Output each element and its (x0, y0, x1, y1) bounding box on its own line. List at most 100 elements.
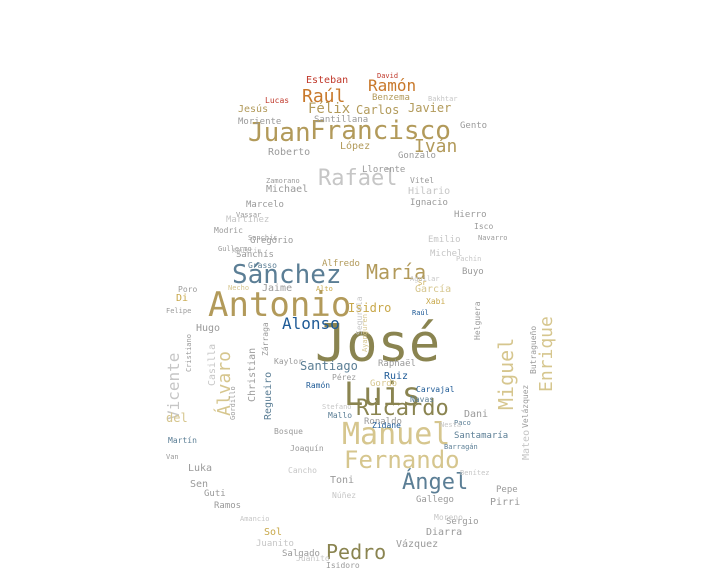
cloud-word: David (377, 72, 399, 80)
cloud-word: Bakhtar (428, 95, 458, 103)
cloud-word: Ricardo (356, 396, 449, 421)
cloud-word: Nesta (440, 421, 462, 429)
cloud-word: Isco (474, 222, 494, 231)
cloud-word: Martínez (226, 215, 270, 225)
cloud-word: Miguel (494, 337, 518, 410)
cloud-word: Alonso (282, 314, 340, 333)
cloud-word: Sanchís (236, 250, 274, 260)
cloud-word: Cristiano (185, 334, 193, 372)
cloud-word: Sol (264, 527, 283, 538)
cloud-word: del (166, 411, 188, 425)
cloud-word: García (415, 284, 452, 295)
cloud-word: Zárraga (261, 322, 270, 356)
cloud-word: Santillana (314, 115, 369, 125)
cloud-word: Juanito (256, 539, 294, 549)
cloud-word: Diarra (426, 527, 463, 538)
cloud-word: Navas (410, 395, 435, 404)
cloud-word: Zamorano (266, 177, 300, 185)
cloud-word: Ronaldo (364, 417, 402, 427)
cloud-word: Pirri (490, 497, 521, 508)
cloud-word: Dani (464, 409, 489, 420)
cloud-word: Benzema (372, 93, 410, 103)
cloud-word: Núñez (332, 491, 357, 500)
cloud-word: Ramos (214, 501, 242, 511)
cloud-word: Luka (188, 463, 213, 474)
cloud-word: Gallego (416, 495, 454, 505)
cloud-word: Vitel (410, 176, 435, 185)
cloud-word: Michel (430, 249, 463, 259)
cloud-word: Martín (168, 436, 197, 445)
cloud-word: Luis (344, 375, 422, 413)
cloud-word: Cancho (288, 466, 317, 475)
cloud-word: Vázquez (396, 539, 439, 550)
cloud-word: Michael (266, 184, 309, 195)
cloud-word: Santiago (300, 359, 358, 373)
cloud-word: Regueiro (263, 371, 274, 420)
cloud-word: Raphaël (378, 359, 416, 369)
cloud-word: Hilario (408, 186, 451, 197)
cloud-word: Moriente (238, 117, 282, 127)
cloud-word: Gullermo (218, 245, 252, 253)
cloud-word: Gregorio (250, 236, 294, 246)
cloud-word: Emilio (428, 235, 461, 245)
cloud-word: Mateo (521, 429, 532, 460)
cloud-word: Guti (204, 489, 226, 499)
cloud-word: Joaquín (290, 444, 324, 453)
cloud-word: Ramón (368, 76, 417, 95)
cloud-word: Manuel (342, 417, 451, 452)
cloud-word: Sr (418, 279, 427, 287)
cloud-word: Necho (228, 284, 250, 292)
cloud-word: Vicente (164, 352, 183, 420)
cloud-word: Velázquez (521, 384, 530, 428)
cloud-word: Zidane (372, 421, 401, 430)
cloud-word: Bosque (274, 427, 303, 436)
cloud-word: Iván (414, 136, 458, 157)
cloud-word: Alto (316, 285, 333, 293)
cloud-word: Xabi (426, 297, 446, 306)
cloud-word: Christian (247, 347, 258, 402)
cloud-word: Salgado (282, 549, 320, 559)
cloud-word: José (315, 314, 441, 374)
cloud-word: Raúl (412, 309, 429, 317)
cloud-word: Amancio (240, 515, 270, 523)
cloud-word: Pérez (332, 373, 357, 382)
cloud-word: Raúl (302, 86, 346, 107)
cloud-word: Gordillo (229, 386, 237, 420)
cloud-word: Fernando (344, 446, 460, 474)
cloud-word: Carlos (356, 103, 400, 117)
cloud-word: Aguilar (410, 275, 440, 283)
cloud-word: Esteban (306, 75, 349, 86)
cloud-word: Vassar (236, 211, 262, 219)
cloud-word: Alfredo (322, 259, 360, 269)
cloud-word: Navarro (478, 234, 508, 242)
cloud-word: Francisco (310, 116, 451, 146)
cloud-word: Toni (330, 475, 355, 486)
cloud-word: Jaime (262, 283, 293, 294)
cloud-word: Ramón (306, 381, 331, 390)
cloud-word: Benítez (460, 469, 490, 477)
cloud-word: Antonio (208, 285, 352, 325)
cloud-word: Gento (460, 121, 488, 131)
cloud-word: Butragueño (529, 325, 538, 374)
cloud-word: Llorente (362, 165, 406, 175)
cloud-word: Félix (308, 101, 351, 117)
cloud-word: Buyo (462, 267, 484, 277)
cloud-word: Helguera (473, 301, 482, 340)
cloud-word: Lucas (265, 96, 290, 105)
cloud-word: Santamaría (454, 431, 509, 441)
cloud-word: Enrique (536, 316, 557, 392)
cloud-word: Sanchís (248, 234, 278, 242)
cloud-word: Modric (214, 226, 243, 235)
cloud-word: Paco (454, 419, 471, 427)
cloud-word: Moreno (434, 513, 463, 522)
cloud-word: Van (166, 453, 179, 461)
cloud-word: Marcelo (246, 200, 284, 210)
cloud-word: Javier (408, 101, 452, 115)
cloud-word: Casilla (207, 343, 218, 386)
cloud-word: Sánchez (232, 260, 342, 290)
cloud-word: Isidoro (326, 561, 360, 570)
cloud-word: Isidro (348, 301, 392, 315)
cloud-word: Sergio (446, 517, 479, 527)
cloud-word: Hugo (196, 323, 221, 334)
